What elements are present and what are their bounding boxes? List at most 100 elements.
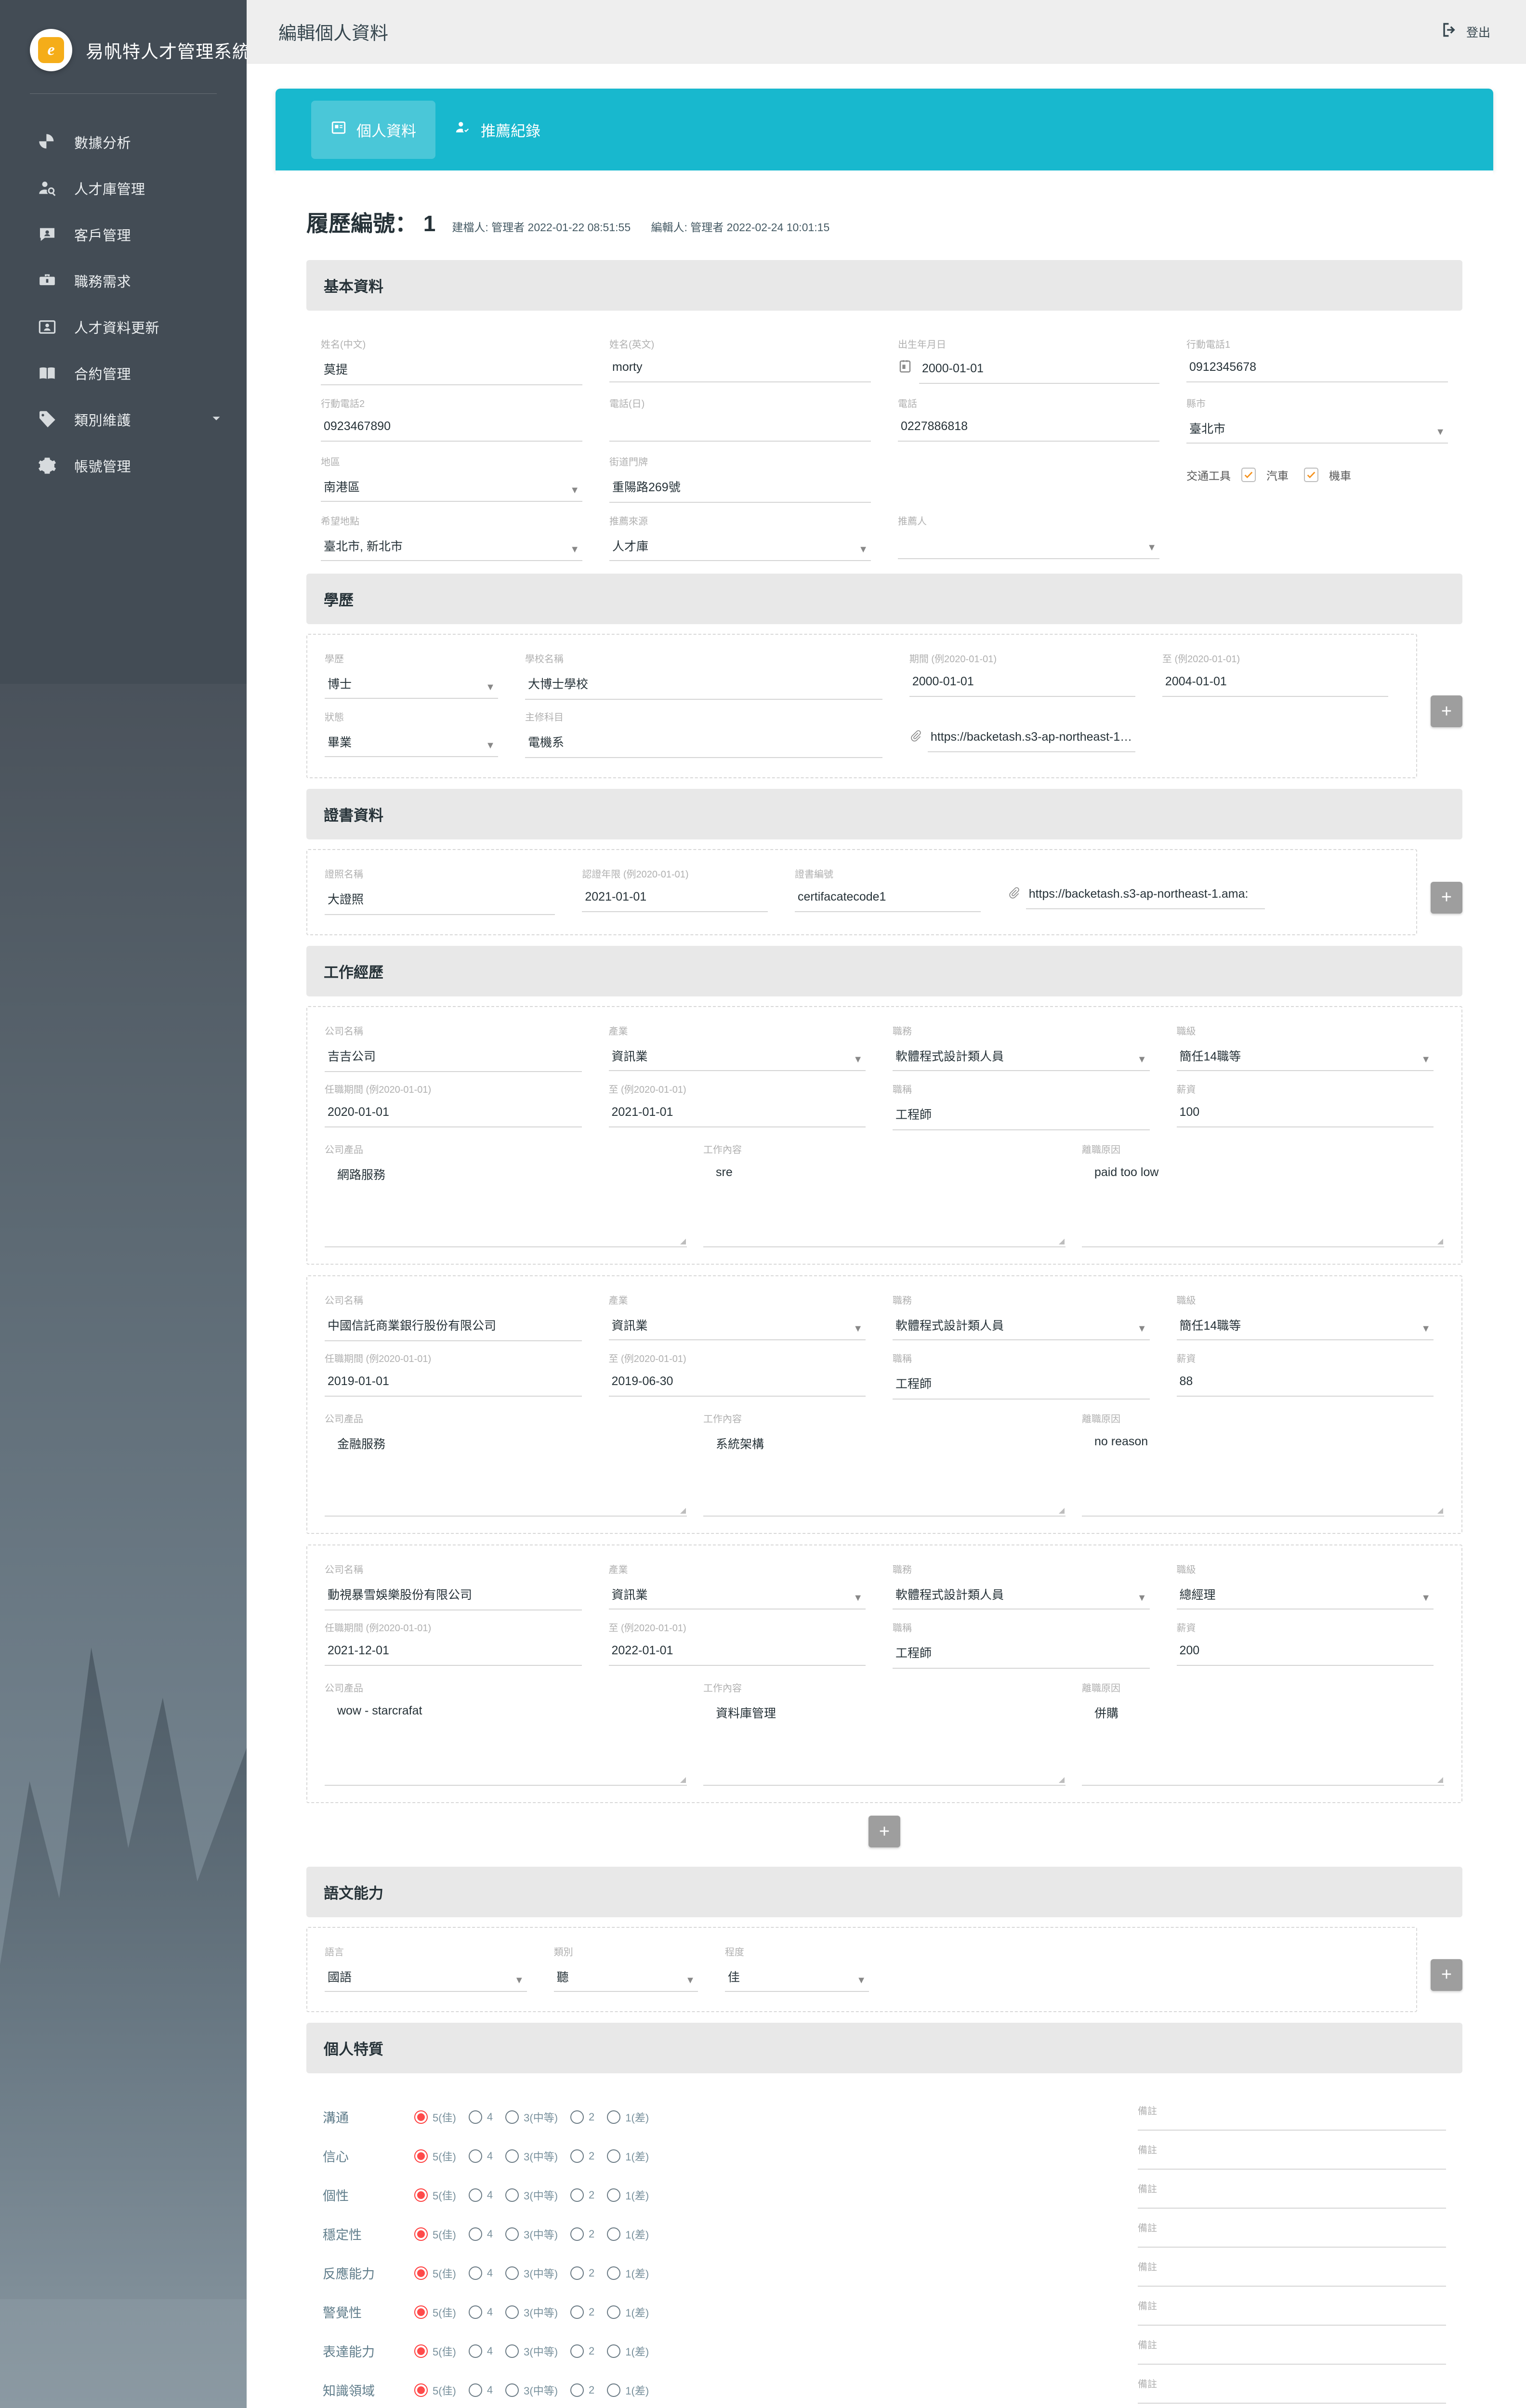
field-birthday[interactable]: 出生年月日 2000-01-01 — [898, 337, 1170, 388]
trait-radio-2[interactable] — [570, 2383, 584, 2397]
cert-field-expiry[interactable]: 認證年限 (例2020-01-01) 2021-01-01 — [582, 866, 778, 918]
sidebar-item-job-demand[interactable]: 職務需求 — [0, 258, 247, 304]
trait-radio-5[interactable] — [414, 2305, 428, 2319]
trait-note-field[interactable]: 備註 — [1138, 2220, 1446, 2248]
work-field-to[interactable]: 至 (例2020-01-01) 2022-01-01 — [608, 1620, 877, 1672]
work-field-to[interactable]: 至 (例2020-01-01) 2021-01-01 — [608, 1082, 877, 1133]
work-field-product[interactable]: 公司產品 網路服務 — [325, 1142, 687, 1247]
field-wish-place[interactable]: 希望地點 臺北市, 新北市 ▼ — [321, 513, 593, 564]
trait-radio-1[interactable] — [607, 2266, 621, 2280]
work-field-from[interactable]: 任職期間 (例2020-01-01) 2020-01-01 — [325, 1082, 592, 1133]
trait-radio-4[interactable] — [468, 2266, 482, 2280]
lang-field-language[interactable]: 語言 國語 ▼ — [325, 1944, 538, 1995]
sidebar-item-account-management[interactable]: 帳號管理 — [0, 443, 247, 489]
work-field-industry[interactable]: 產業 資訊業 ▼ — [608, 1562, 877, 1613]
trait-radio-4[interactable] — [468, 2188, 482, 2202]
trait-radio-1[interactable] — [607, 2149, 621, 2163]
trait-radio-5[interactable] — [414, 2188, 428, 2202]
trait-note-input[interactable] — [1138, 2395, 1446, 2404]
cert-field-name[interactable]: 證照名稱 大證照 — [325, 866, 566, 918]
trait-radio-5[interactable] — [414, 2383, 428, 2397]
trait-radio-5[interactable] — [414, 2266, 428, 2280]
trait-radio-4[interactable] — [468, 2383, 482, 2397]
trait-note-field[interactable]: 備註 — [1138, 2298, 1446, 2326]
trait-radio-5[interactable] — [414, 2110, 428, 2124]
trait-note-input[interactable] — [1138, 2317, 1446, 2326]
edu-field-degree[interactable]: 學歷 博士 ▼ — [325, 651, 509, 703]
work-field-salary[interactable]: 薪資 200 — [1176, 1620, 1445, 1672]
kind-select[interactable]: 聽 ▼ — [553, 1966, 698, 1992]
trait-radio-1[interactable] — [607, 2344, 621, 2358]
checkbox-motorcycle[interactable] — [1304, 468, 1318, 482]
grade-select[interactable]: 簡任14職等 ▼ — [1176, 1045, 1434, 1071]
add-education-button[interactable]: + — [1431, 695, 1462, 727]
trait-radio-4[interactable] — [468, 2110, 482, 2124]
trait-radio-2[interactable] — [570, 2110, 584, 2124]
sidebar-item-talent-pool[interactable]: 人才庫管理 — [0, 165, 247, 211]
work-field-leave-reason[interactable]: 離職原因 paid too low — [1082, 1142, 1444, 1247]
trait-note-field[interactable]: 備註 — [1138, 2376, 1446, 2404]
trait-note-field[interactable]: 備註 — [1138, 2181, 1446, 2209]
edu-field-school[interactable]: 學校名稱 大博士學校 — [525, 651, 893, 703]
trait-radio-5[interactable] — [414, 2227, 428, 2241]
work-field-company[interactable]: 公司名稱 中國信託商業銀行股份有限公司 — [325, 1293, 592, 1344]
edu-field-file[interactable]: https://backetash.s3-ap-northeast-1.ama: — [909, 709, 1146, 761]
edu-field-from[interactable]: 期間 (例2020-01-01) 2000-01-01 — [909, 651, 1146, 703]
field-district[interactable]: 地區 南港區 ▼ — [321, 454, 593, 506]
checkbox-car[interactable] — [1241, 468, 1256, 482]
level-select[interactable]: 佳 ▼ — [724, 1966, 869, 1992]
work-field-title[interactable]: 職稱 工程師 — [893, 1620, 1160, 1672]
work-field-company[interactable]: 公司名稱 吉吉公司 — [325, 1023, 592, 1075]
paperclip-icon[interactable] — [1008, 886, 1020, 909]
field-name-en[interactable]: 姓名(英文) morty — [609, 337, 881, 388]
trait-radio-3[interactable] — [505, 2383, 519, 2397]
lang-field-level[interactable]: 程度 佳 ▼ — [724, 1944, 880, 1995]
trait-radio-2[interactable] — [570, 2344, 584, 2358]
field-county[interactable]: 縣市 臺北市 ▼ — [1186, 396, 1459, 446]
lang-field-kind[interactable]: 類別 聽 ▼ — [553, 1944, 709, 1995]
trait-radio-2[interactable] — [570, 2266, 584, 2280]
work-field-content[interactable]: 工作內容 資料庫管理 — [703, 1680, 1066, 1786]
work-field-industry[interactable]: 產業 資訊業 ▼ — [608, 1293, 877, 1344]
trait-radio-1[interactable] — [607, 2110, 621, 2124]
field-referrer[interactable]: 推薦人 ▼ — [898, 513, 1170, 564]
tab-recommendation-records[interactable]: 推薦紀錄 — [435, 101, 560, 159]
work-field-salary[interactable]: 薪資 88 — [1176, 1351, 1445, 1402]
calendar-icon[interactable] — [898, 358, 912, 384]
industry-select[interactable]: 資訊業 ▼ — [608, 1314, 866, 1340]
field-phone[interactable]: 電話 0227886818 — [898, 396, 1170, 446]
trait-radio-1[interactable] — [607, 2305, 621, 2319]
sidebar-item-contracts[interactable]: 合約管理 — [0, 350, 247, 396]
work-field-grade[interactable]: 職級 總經理 ▼ — [1176, 1562, 1445, 1613]
work-field-salary[interactable]: 薪資 100 — [1176, 1082, 1445, 1133]
trait-radio-3[interactable] — [505, 2227, 519, 2241]
trait-radio-2[interactable] — [570, 2149, 584, 2163]
work-field-to[interactable]: 至 (例2020-01-01) 2019-06-30 — [608, 1351, 877, 1402]
field-rec-source[interactable]: 推薦來源 人才庫 ▼ — [609, 513, 881, 564]
rec-source-select[interactable]: 人才庫 ▼ — [609, 535, 871, 561]
field-name-zh[interactable]: 姓名(中文) 莫提 — [321, 337, 593, 388]
trait-note-field[interactable]: 備註 — [1138, 2103, 1446, 2131]
brand[interactable]: e 易帆特人才管理系統 — [0, 0, 247, 93]
district-select[interactable]: 南港區 ▼ — [321, 476, 582, 502]
grade-select[interactable]: 總經理 ▼ — [1176, 1584, 1434, 1610]
chevron-down-icon[interactable] — [209, 411, 224, 428]
grade-select[interactable]: 簡任14職等 ▼ — [1176, 1314, 1434, 1340]
trait-note-input[interactable] — [1138, 2122, 1446, 2131]
logout-button[interactable]: 登出 — [1440, 21, 1490, 42]
status-select[interactable]: 畢業 ▼ — [325, 731, 498, 757]
position-select[interactable]: 軟體程式設計類人員 ▼ — [893, 1045, 1150, 1071]
trait-radio-4[interactable] — [468, 2227, 482, 2241]
work-field-leave-reason[interactable]: 離職原因 併購 — [1082, 1680, 1444, 1786]
cert-field-code[interactable]: 證書編號 certifacatecode1 — [795, 866, 991, 918]
trait-radio-3[interactable] — [505, 2188, 519, 2202]
trait-note-input[interactable] — [1138, 2239, 1446, 2248]
trait-radio-1[interactable] — [607, 2188, 621, 2202]
trait-radio-3[interactable] — [505, 2305, 519, 2319]
trait-radio-5[interactable] — [414, 2149, 428, 2163]
trait-radio-1[interactable] — [607, 2383, 621, 2397]
work-field-leave-reason[interactable]: 離職原因 no reason — [1082, 1411, 1444, 1517]
cert-field-file[interactable]: https://backetash.s3-ap-northeast-1.ama: — [1008, 866, 1276, 918]
field-mobile2[interactable]: 行動電話2 0923467890 — [321, 396, 593, 446]
work-field-content[interactable]: 工作內容 系統架構 — [703, 1411, 1066, 1517]
